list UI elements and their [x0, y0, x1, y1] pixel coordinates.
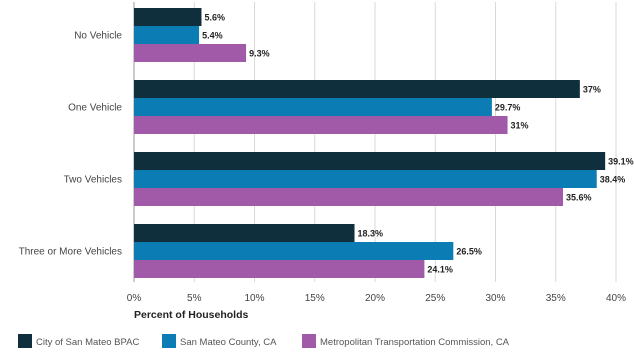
x-tick-label: 0%	[127, 293, 142, 304]
x-tick-label: 35%	[546, 293, 566, 304]
legend-swatch	[18, 334, 32, 348]
legend-swatch	[302, 334, 316, 348]
x-axis-ticks: 0% 5% 10% 15% 20% 25% 30% 35% 40%	[127, 293, 626, 304]
bar	[134, 44, 247, 62]
data-label: 9.3%	[249, 49, 270, 59]
data-label: 26.5%	[456, 247, 482, 257]
data-label: 39.1%	[608, 157, 634, 167]
bar	[134, 242, 454, 260]
bar	[134, 224, 355, 242]
bar	[134, 8, 202, 26]
x-tick-label: 20%	[365, 293, 385, 304]
x-tick-label: 5%	[187, 293, 202, 304]
data-label: 24.1%	[427, 265, 453, 275]
data-label: 5.4%	[202, 31, 223, 41]
data-label: 38.4%	[600, 175, 626, 185]
x-tick-label: 25%	[425, 293, 445, 304]
bar	[134, 188, 563, 206]
legend-swatch	[162, 334, 176, 348]
bars: 5.6% 5.4% 9.3% 37% 29.7% 31% 39.1% 38.4% 35.6% 18…	[134, 8, 634, 278]
x-tick-label: 10%	[244, 293, 264, 304]
data-label: 31%	[511, 121, 529, 131]
data-label: 37%	[583, 85, 601, 95]
data-label: 29.7%	[495, 103, 521, 113]
data-label: 18.3%	[358, 229, 384, 239]
category-labels: No Vehicle One Vehicle Two Vehicles Three o…	[19, 31, 123, 258]
legend-label: City of San Mateo BPAC	[36, 337, 139, 348]
x-tick-label: 40%	[606, 293, 626, 304]
bar	[134, 98, 492, 116]
x-tick-label: 30%	[485, 293, 505, 304]
data-label: 5.6%	[204, 13, 225, 23]
category-label: No Vehicle	[74, 31, 122, 42]
bar	[134, 170, 597, 188]
x-axis-title: Percent of Households	[134, 309, 249, 321]
bar	[134, 80, 580, 98]
category-label: Three or More Vehicles	[19, 247, 122, 258]
bar	[134, 26, 200, 44]
legend-label: San Mateo County, CA	[180, 337, 277, 348]
bar	[134, 152, 606, 170]
legend: City of San Mateo BPAC San Mateo County, …	[18, 334, 510, 348]
bar	[134, 116, 508, 134]
category-label: Two Vehicles	[64, 175, 122, 186]
data-label: 35.6%	[566, 193, 592, 203]
legend-label: Metropolitan Transportation Commission, …	[320, 337, 510, 348]
bar	[134, 260, 425, 278]
x-tick-label: 15%	[305, 293, 325, 304]
category-label: One Vehicle	[68, 103, 122, 114]
